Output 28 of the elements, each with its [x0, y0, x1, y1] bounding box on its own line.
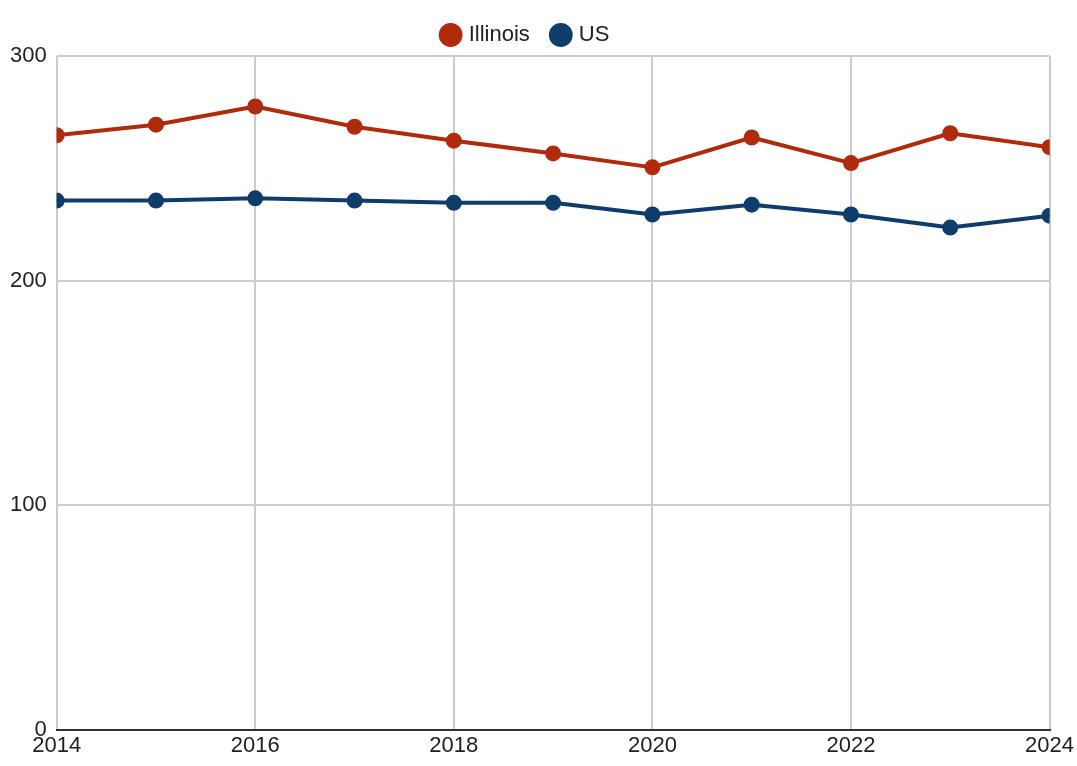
point [545, 194, 562, 211]
point [445, 194, 462, 211]
point [842, 206, 859, 223]
x-tick-label: 2016 [230, 731, 280, 757]
y-tick-label: 200 [9, 266, 47, 292]
point [545, 145, 562, 162]
x-tick-label: 2022 [826, 731, 876, 757]
point [445, 132, 462, 149]
y-tick-label: 100 [9, 491, 47, 517]
x-tick-label: 2020 [627, 731, 677, 757]
point [346, 192, 363, 209]
point [942, 219, 959, 236]
point [842, 155, 859, 172]
x-tick-label: 2024 [1025, 731, 1075, 757]
point [743, 129, 760, 146]
point [147, 116, 164, 133]
legend-label: US [578, 21, 610, 47]
point [147, 192, 164, 209]
point [346, 118, 363, 135]
point [743, 196, 760, 213]
point [247, 98, 264, 115]
point [644, 159, 661, 176]
legend-label: Illinois [468, 21, 530, 47]
x-tick-label: 2018 [429, 731, 479, 757]
point [942, 125, 959, 142]
point [247, 190, 264, 207]
point [644, 206, 661, 223]
y-tick-label: 300 [9, 42, 47, 68]
